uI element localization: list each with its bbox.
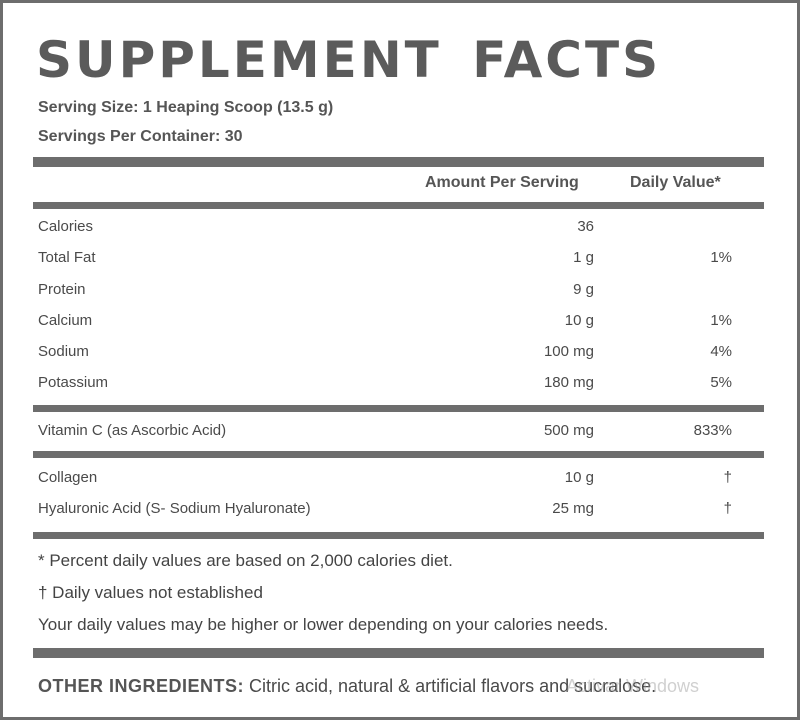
nutrient-amount: 1 g [573,249,594,266]
nutrient-row: Total Fat 1 g 1% [38,249,738,271]
nutrient-name: Hyaluronic Acid (S- Sodium Hyaluronate) [38,500,311,517]
nutrient-row: Hyaluronic Acid (S- Sodium Hyaluronate) … [38,500,738,522]
nutrient-row: Calories 36 [38,218,738,240]
nutrient-name: Total Fat [38,249,96,266]
nutrient-dv: † [723,469,732,486]
other-ingredients-text: Citric acid, natural & artificial flavor… [244,676,657,696]
serving-size: Serving Size: 1 Heaping Scoop (13.5 g) [38,99,334,116]
footnote-needs: Your daily values may be higher or lower… [38,615,609,634]
other-ingredients-label: OTHER INGREDIENTS: [38,676,245,696]
nutrient-name: Potassium [38,374,109,391]
activation-watermark: Activar Windows [566,676,700,696]
nutrient-row: Vitamin C (as Ascorbic Acid) 500 mg 833% [38,422,738,444]
nutrient-row: Sodium 100 mg 4% [38,343,738,365]
divider-group-3 [33,532,764,539]
divider-thick-top [33,157,764,167]
nutrient-amount: 10 g [564,312,594,329]
other-ingredients: OTHER INGREDIENTS: Citric acid, natural … [38,676,656,697]
header-amount: Amount Per Serving [425,174,579,191]
nutrient-amount: 10 g [564,469,594,486]
nutrient-amount: 100 mg [543,343,594,360]
nutrient-name: Calories [38,218,94,235]
nutrient-dv: 1% [710,312,732,329]
nutrient-amount: 36 [577,218,594,235]
nutrient-amount: 9 g [573,281,594,298]
nutrient-amount: 25 mg [552,500,594,517]
divider-group-1 [33,405,764,412]
nutrient-name: Calcium [38,312,93,329]
nutrient-row: Calcium 10 g 1% [38,312,738,334]
panel-title: SUPPLEMENT FACTS [36,31,662,89]
nutrient-dv: 4% [710,343,732,360]
nutrient-name: Protein [38,281,86,298]
footnote-daily-values: * Percent daily values are based on 2,00… [38,551,453,570]
nutrient-row: Collagen 10 g † [38,469,738,491]
nutrient-name: Vitamin C (as Ascorbic Acid) [38,422,227,439]
header-daily-value: Daily Value* [630,174,721,191]
nutrient-row: Protein 9 g [38,281,738,303]
nutrient-dv: † [723,500,732,517]
nutrient-row: Potassium 180 mg 5% [38,374,738,396]
divider-thick-bottom [33,648,764,658]
divider-header [33,202,764,209]
nutrient-dv: 833% [693,422,732,439]
nutrient-name: Collagen [38,469,98,486]
nutrient-amount: 180 mg [543,374,594,391]
divider-group-2 [33,451,764,458]
nutrient-dv: 1% [710,249,732,266]
nutrient-dv: 5% [710,374,732,391]
nutrient-name: Sodium [38,343,89,360]
nutrient-amount: 500 mg [543,422,594,439]
servings-per-container: Servings Per Container: 30 [38,128,243,145]
footnote-not-established: † Daily values not established [38,583,263,602]
